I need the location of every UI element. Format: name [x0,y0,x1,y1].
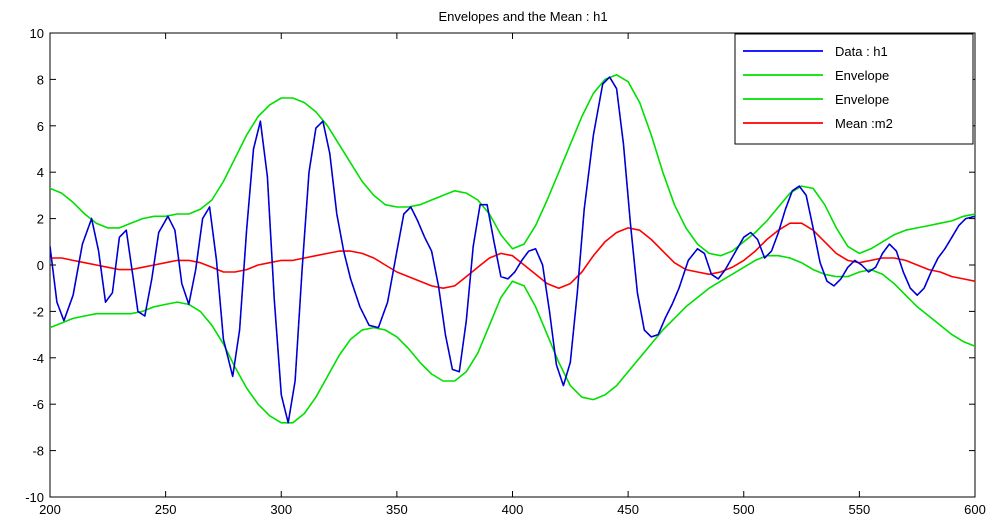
x-tick-label: 450 [617,502,639,517]
series-line-2 [50,254,975,424]
series-line-3 [50,222,975,289]
legend-box [734,33,974,145]
y-tick-label: -6 [32,397,44,412]
x-tick-label: 600 [964,502,986,517]
y-tick-label: 2 [37,212,44,227]
x-tick-label: 200 [39,502,61,517]
series-line-1 [50,74,975,257]
x-tick-label: 550 [849,502,871,517]
y-tick-label: 4 [37,165,44,180]
series-dash-overlay-0 [50,76,975,423]
y-tick-label: 10 [30,26,44,41]
y-tick-label: -4 [32,351,44,366]
y-tick-label: 6 [37,119,44,134]
legend-entry-label: Envelope [835,68,889,83]
legend-entry-label: Data : h1 [835,44,888,59]
y-tick-label: -2 [32,304,44,319]
legend-entry-label: Envelope [835,92,889,107]
y-tick-label: 0 [37,258,44,273]
legend-entry-label: Mean :m2 [835,116,893,131]
x-tick-label: 350 [386,502,408,517]
x-tick-label: 500 [733,502,755,517]
y-tick-label: -10 [25,490,44,505]
series-layer [50,74,975,424]
x-tick-label: 300 [270,502,292,517]
legend: Data : h1 Envelope Envelope Mean :m2 [734,33,974,145]
x-tick-label: 250 [155,502,177,517]
axes: 200 250 300 350 400 450 500 550 600 10 8 6 4 2 0 -2 -4 -6… [25,26,986,517]
chart-title: Envelopes and the Mean : h1 [438,9,607,24]
y-tick-label: -8 [32,444,44,459]
y-tick-label: 8 [37,72,44,87]
x-tick-label: 400 [502,502,524,517]
